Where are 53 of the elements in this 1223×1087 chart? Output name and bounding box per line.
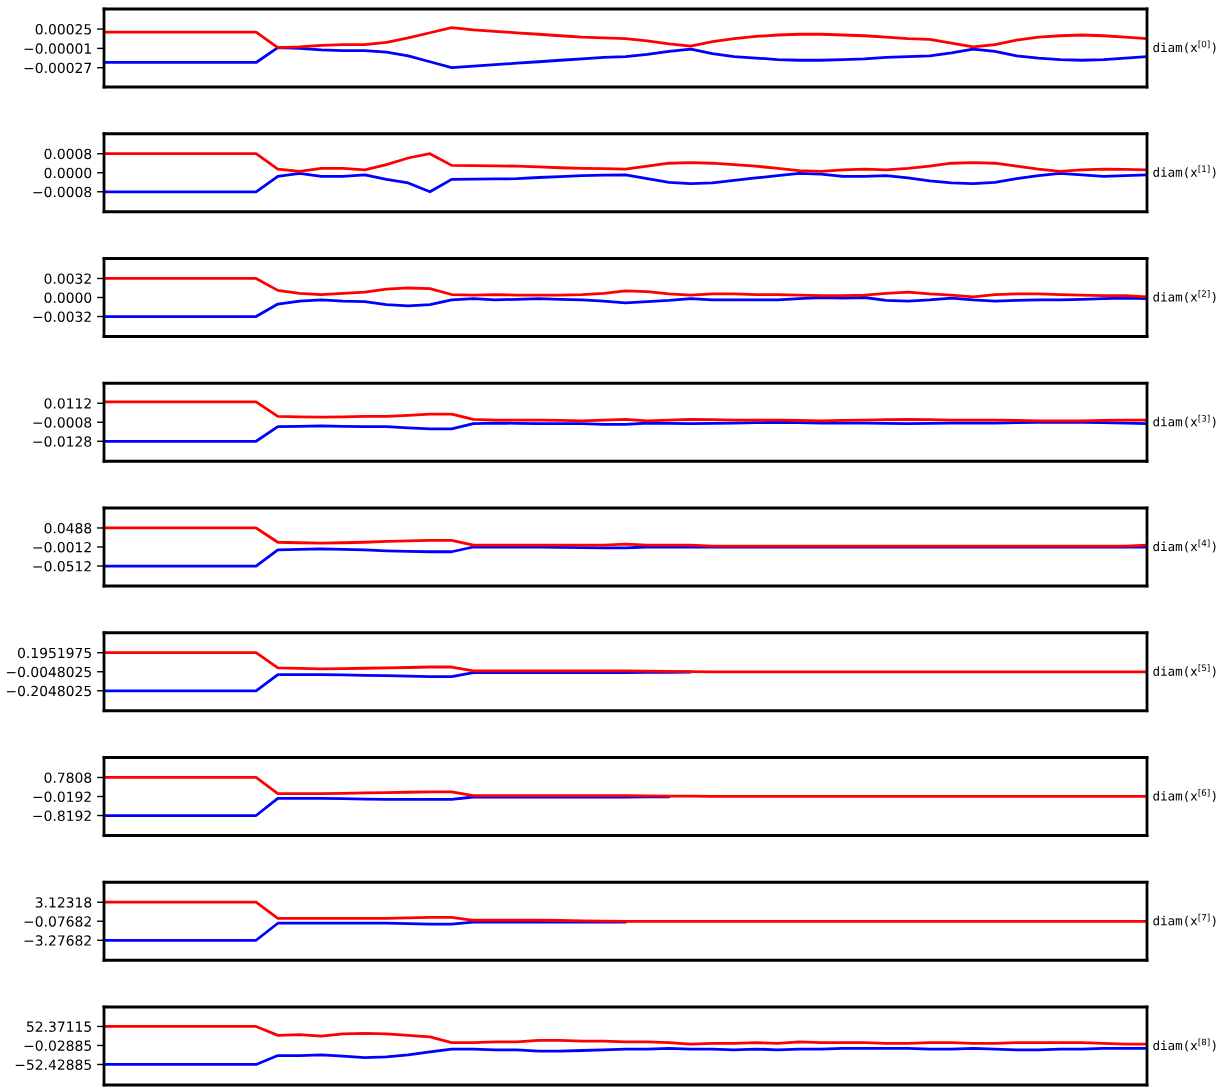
y-tick-label: −0.0012 (33, 541, 91, 553)
y-tick-label: −0.0192 (33, 791, 91, 802)
line-series (104, 46, 1147, 70)
line-series (104, 26, 1147, 50)
y-axis-title: diam(x$^{[8]}$) (1153, 1038, 1216, 1052)
line-series (104, 526, 1147, 548)
line-series (104, 420, 1147, 443)
y-tick-label: −52.42885 (15, 1059, 91, 1070)
line-series (104, 776, 1147, 798)
y-tick-label: −0.0048025 (6, 666, 91, 678)
y-axis-title: diam(x$^{[4]}$) (1153, 539, 1216, 553)
y-axis-title: diam(x$^{[5]}$) (1153, 664, 1216, 678)
y-tick-label: 0.0000 (44, 167, 92, 179)
y-axis-title: diam(x$^{[2]}$) (1153, 290, 1216, 304)
y-tick-label: −0.0008 (33, 186, 92, 198)
y-tick-label: 0.00025 (35, 24, 91, 35)
y-axis-title: diam(x$^{[0]}$) (1153, 40, 1216, 54)
y-axis-title: diam(x$^{[7]}$) (1153, 913, 1216, 927)
y-tick-label: −0.0032 (33, 311, 91, 322)
y-tick-label: 3.12318 (35, 897, 92, 908)
y-tick-label: −0.0008 (33, 417, 92, 428)
line-series (104, 172, 1147, 194)
y-axis-title: diam(x$^{[6]}$) (1153, 789, 1216, 803)
line-series (104, 296, 1147, 318)
y-tick-label: −0.02885 (24, 1040, 91, 1051)
line-series (104, 920, 627, 942)
y-tick-label: −3.27682 (24, 935, 91, 946)
y-tick-label: 0.0000 (44, 292, 92, 303)
y-tick-label: 0.0112 (44, 398, 91, 409)
line-series (104, 651, 1147, 674)
line-series (104, 795, 671, 817)
y-tick-label: −0.2048025 (6, 685, 91, 697)
line-series (104, 400, 1147, 423)
y-tick-label: −0.07682 (24, 916, 91, 927)
y-axis-title: diam(x$^{[1]}$) (1153, 165, 1216, 179)
y-tick-label: −0.0128 (33, 436, 92, 447)
line-series (104, 1025, 1147, 1046)
y-tick-label: −0.00001 (24, 43, 91, 54)
y-axis-title: diam(x$^{[3]}$) (1153, 414, 1216, 428)
line-series (104, 152, 1147, 173)
y-tick-label: −0.00027 (24, 62, 92, 74)
line-series (104, 545, 1147, 568)
line-series (104, 277, 1147, 299)
y-tick-label: 52.37115 (26, 1021, 91, 1032)
y-tick-label: 0.1951975 (18, 647, 91, 659)
y-tick-label: −0.0512 (33, 560, 91, 572)
y-tick-label: 0.0008 (44, 148, 92, 160)
y-tick-label: −0.8192 (33, 810, 91, 821)
y-tick-label: 0.0032 (44, 273, 91, 284)
line-series (104, 1046, 1147, 1066)
line-series (104, 900, 1147, 923)
y-tick-label: 0.7808 (44, 772, 92, 783)
y-tick-label: 0.0488 (44, 522, 92, 534)
